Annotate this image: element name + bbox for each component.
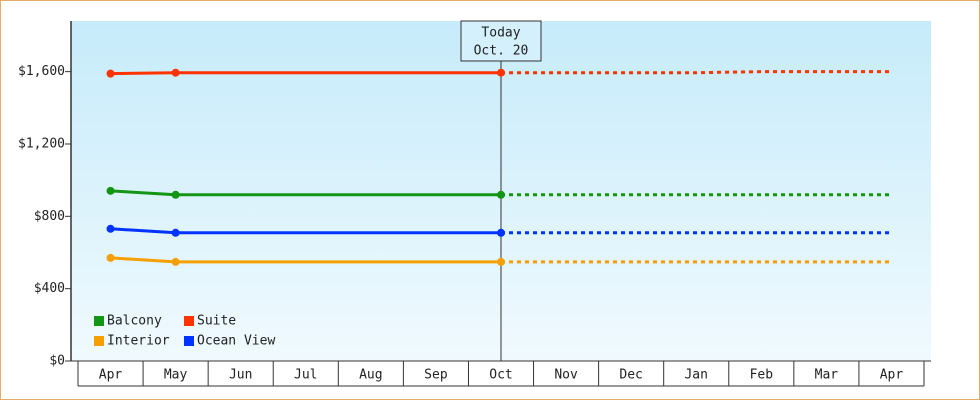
price-point — [171, 228, 180, 237]
x-tick-label: Nov — [554, 368, 578, 383]
x-tick-label: Feb — [750, 368, 774, 383]
legend-swatch — [184, 336, 194, 346]
y-tick-label: $0 — [49, 354, 65, 369]
x-tick-label: Mar — [815, 368, 839, 383]
projected-line — [501, 70, 892, 75]
legend-label: Balcony — [107, 314, 162, 329]
x-tick-label: Aug — [359, 368, 382, 383]
x-tick-label: Oct — [489, 368, 512, 383]
today-box — [460, 20, 542, 62]
price-point — [497, 257, 505, 266]
x-tick-label: Jun — [229, 368, 252, 383]
price-line — [110, 71, 501, 76]
legend-label: Ocean View — [197, 334, 275, 349]
price-point — [171, 257, 180, 266]
y-tick-label: $800 — [34, 209, 65, 224]
legend-swatch — [184, 316, 194, 326]
price-point — [106, 253, 115, 262]
legend-swatch — [94, 336, 104, 346]
price-point — [106, 69, 115, 78]
legend-label: Suite — [197, 314, 236, 329]
legend-label: Interior — [107, 334, 170, 349]
y-tick-label: $1,200 — [18, 136, 65, 151]
x-tick-label: May — [164, 368, 188, 383]
price-point — [106, 224, 115, 233]
price-point — [497, 228, 505, 237]
x-tick-label: Sep — [424, 368, 448, 383]
today-label: Today — [481, 26, 520, 41]
x-tick-label: Jan — [684, 368, 707, 383]
price-point — [171, 190, 180, 199]
x-tick-label: Jul — [294, 368, 317, 383]
legend-swatch — [94, 316, 104, 326]
x-tick-label: Apr — [99, 368, 123, 383]
price-point — [497, 190, 505, 199]
x-tick-label: Apr — [880, 368, 904, 383]
price-point — [497, 68, 505, 77]
price-point — [171, 68, 180, 77]
y-tick-label: $1,600 — [18, 64, 65, 79]
y-tick-label: $400 — [34, 281, 65, 296]
price-point — [106, 186, 115, 195]
today-label: Oct. 20 — [474, 44, 529, 59]
x-tick-label: Dec — [619, 368, 642, 383]
